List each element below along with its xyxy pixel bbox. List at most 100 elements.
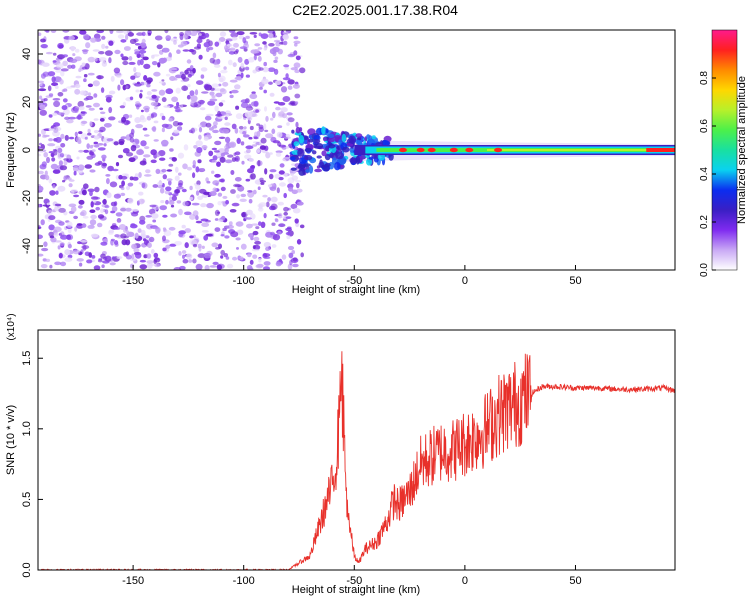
- noise-dot: [154, 263, 161, 268]
- noise-dot: [64, 134, 69, 141]
- noise-dot: [234, 157, 239, 161]
- noise-dot: [63, 160, 68, 166]
- noise-dot: [78, 105, 85, 111]
- noise-dot: [54, 85, 59, 89]
- noise-dot: [125, 85, 129, 89]
- noise-dot: [168, 118, 173, 122]
- noise-dot: [182, 49, 190, 52]
- noise-dot: [119, 105, 126, 109]
- noise-dot: [55, 190, 59, 195]
- band-blob: [325, 128, 329, 133]
- noise-dot: [120, 53, 124, 58]
- noise-dot: [103, 123, 112, 128]
- noise-dot: [120, 206, 127, 213]
- noise-dot: [81, 62, 86, 67]
- noise-dot: [68, 116, 77, 120]
- noise-dot: [234, 84, 241, 90]
- noise-dot: [268, 173, 274, 180]
- noise-dot: [52, 98, 61, 101]
- noise-dot: [231, 36, 238, 41]
- noise-dot: [263, 61, 268, 67]
- noise-dot: [57, 185, 66, 192]
- noise-dot: [188, 259, 193, 263]
- noise-dot: [199, 107, 206, 111]
- noise-dot: [75, 83, 81, 89]
- noise-dot: [140, 109, 144, 113]
- noise-dot: [146, 253, 152, 259]
- noise-dot: [209, 57, 215, 64]
- noise-dot: [89, 169, 96, 173]
- noise-dot: [294, 43, 298, 47]
- noise-dot: [114, 234, 120, 238]
- x-tick-label: -50: [346, 275, 362, 287]
- noise-dot: [153, 252, 159, 258]
- noise-dot: [240, 141, 245, 146]
- noise-dot: [190, 127, 195, 134]
- noise-dot: [235, 113, 243, 120]
- noise-dot: [62, 98, 68, 103]
- noise-dot: [46, 202, 50, 206]
- noise-dot: [108, 106, 113, 114]
- noise-dot: [233, 183, 241, 188]
- noise-dot: [58, 221, 65, 226]
- noise-dot: [82, 50, 88, 55]
- noise-dot: [101, 61, 108, 67]
- band-blob: [313, 145, 323, 149]
- noise-dot: [196, 80, 204, 85]
- noise-dot: [253, 49, 260, 54]
- noise-dot: [279, 182, 286, 187]
- noise-dot: [82, 215, 89, 219]
- noise-dot: [274, 218, 278, 221]
- noise-dot: [300, 252, 305, 258]
- noise-dot: [260, 137, 267, 144]
- noise-dot: [186, 166, 192, 171]
- noise-dot: [153, 106, 158, 110]
- noise-dot: [100, 241, 108, 246]
- noise-dot: [177, 152, 185, 159]
- noise-dot: [50, 30, 57, 33]
- noise-dot: [108, 90, 116, 95]
- noise-dot: [89, 190, 93, 197]
- noise-dot: [287, 245, 295, 251]
- band-peak: [494, 147, 503, 153]
- noise-dot: [83, 183, 89, 189]
- noise-dot: [72, 249, 80, 255]
- noise-dot: [206, 180, 211, 184]
- noise-dot: [76, 223, 83, 226]
- noise-dot: [38, 170, 44, 175]
- noise-dot: [90, 196, 99, 200]
- y-tick-label: 1.5: [21, 351, 33, 366]
- noise-dot: [197, 36, 204, 40]
- noise-dot: [39, 95, 43, 100]
- noise-dot: [162, 227, 167, 231]
- noise-dot: [106, 138, 114, 142]
- noise-dot: [48, 128, 55, 131]
- noise-dot: [63, 175, 67, 181]
- noise-dot: [268, 81, 273, 85]
- noise-dot: [115, 162, 120, 167]
- noise-dot: [60, 143, 66, 148]
- noise-dot: [133, 248, 140, 253]
- noise-dot: [187, 74, 192, 78]
- noise-dot: [81, 120, 88, 124]
- noise-dot: [209, 91, 215, 96]
- noise-dot: [146, 91, 152, 96]
- noise-dot: [58, 207, 66, 213]
- noise-dot: [166, 169, 173, 172]
- noise-dot: [121, 116, 127, 123]
- noise-dot: [38, 88, 47, 92]
- noise-dot: [108, 116, 116, 121]
- noise-dot: [225, 114, 230, 117]
- noise-dot: [243, 126, 247, 130]
- noise-dot: [122, 148, 130, 154]
- noise-dot: [49, 190, 56, 196]
- noise-dot: [221, 215, 226, 221]
- noise-dot: [147, 242, 152, 248]
- noise-dot: [48, 138, 54, 142]
- noise-dot: [59, 165, 68, 171]
- noise-dot: [93, 265, 101, 270]
- noise-dot: [121, 180, 125, 187]
- noise-dot: [175, 87, 181, 94]
- band-peak: [416, 147, 425, 153]
- noise-dot: [87, 92, 92, 96]
